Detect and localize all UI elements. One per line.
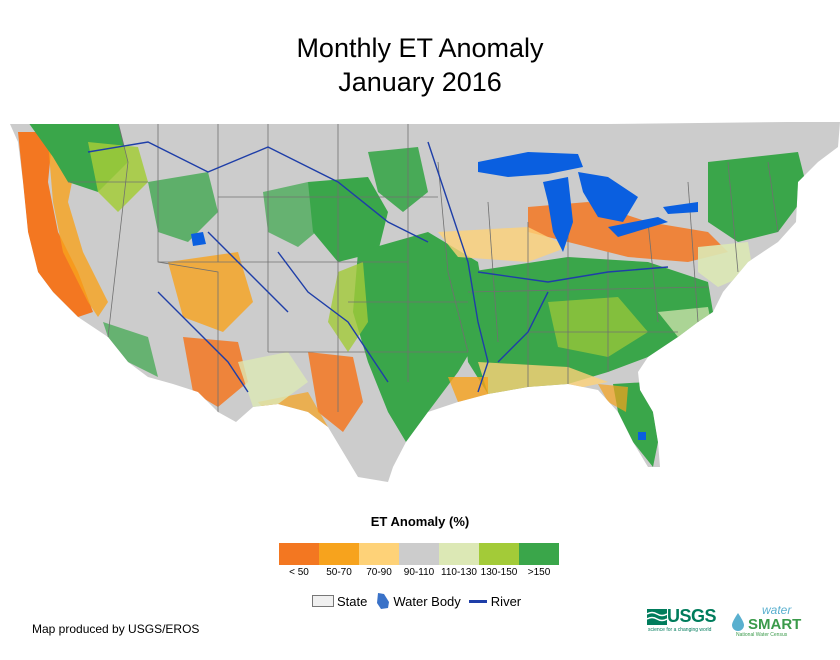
usgs-logo-text: USGS — [667, 606, 717, 626]
lake-erie — [608, 217, 668, 237]
legend-labels: < 50 50-70 70-90 90-110 110-130 130-150 … — [279, 567, 559, 578]
map-credit: Map produced by USGS/EROS — [32, 622, 200, 636]
legend-swatch-90-110 — [399, 543, 439, 565]
state-key-label: State — [337, 593, 368, 609]
legend-label: 50-70 — [326, 567, 352, 578]
legend-swatch-lt50 — [279, 543, 319, 565]
usgs-logo: USGS science for a changing world — [645, 606, 725, 636]
legend-title: ET Anomaly (%) — [370, 514, 470, 529]
legend-color-scale — [279, 543, 559, 565]
legend-label: 130-150 — [480, 567, 518, 578]
water-body-key-label: Water Body — [393, 593, 461, 609]
water-drop-icon — [732, 613, 744, 631]
usgs-tagline: science for a changing world — [648, 627, 712, 633]
water-bodies — [191, 152, 698, 440]
legend-swatch-110-130 — [439, 543, 479, 565]
water-body-key: Water Body — [375, 592, 461, 610]
watersmart-tagline: National Water Census — [736, 632, 788, 638]
lake-okeechobee — [638, 432, 646, 440]
watersmart-logo: water SMART National Water Census — [728, 603, 818, 640]
great-salt-lake — [191, 232, 206, 246]
lake-ontario — [663, 202, 698, 214]
legend-swatch-130-150 — [479, 543, 519, 565]
et-anomaly-map — [8, 122, 840, 482]
legend-label: 90-110 — [403, 567, 435, 578]
legend-label: >150 — [527, 567, 551, 578]
watersmart-smart-text: SMART — [748, 616, 802, 633]
lake-superior — [478, 152, 583, 177]
legend-label: 110-130 — [441, 567, 477, 578]
map-title: Monthly ET Anomaly — [296, 33, 544, 63]
water-body-icon — [377, 593, 390, 609]
map-subtitle: January 2016 — [338, 67, 502, 97]
river-key: River — [468, 593, 522, 609]
legend-swatch-50-70 — [319, 543, 359, 565]
state-key: State — [312, 594, 367, 609]
usgs-wave-icon — [647, 609, 667, 625]
river-key-label: River — [490, 593, 522, 609]
map-canvas — [10, 122, 840, 482]
legend-label: 70-90 — [366, 567, 392, 578]
watersmart-water-text: water — [762, 603, 792, 617]
state-borders — [68, 122, 779, 422]
map-key: State Water Body River — [312, 592, 529, 610]
legend-swatch-70-90 — [359, 543, 399, 565]
legend-swatch-gt150 — [519, 543, 559, 565]
lake-huron — [578, 172, 638, 222]
rivers — [87, 141, 669, 393]
state-outline-icon — [312, 595, 334, 607]
lake-michigan — [543, 177, 573, 252]
river-line-icon — [468, 599, 487, 603]
legend-label: < 50 — [289, 567, 309, 578]
